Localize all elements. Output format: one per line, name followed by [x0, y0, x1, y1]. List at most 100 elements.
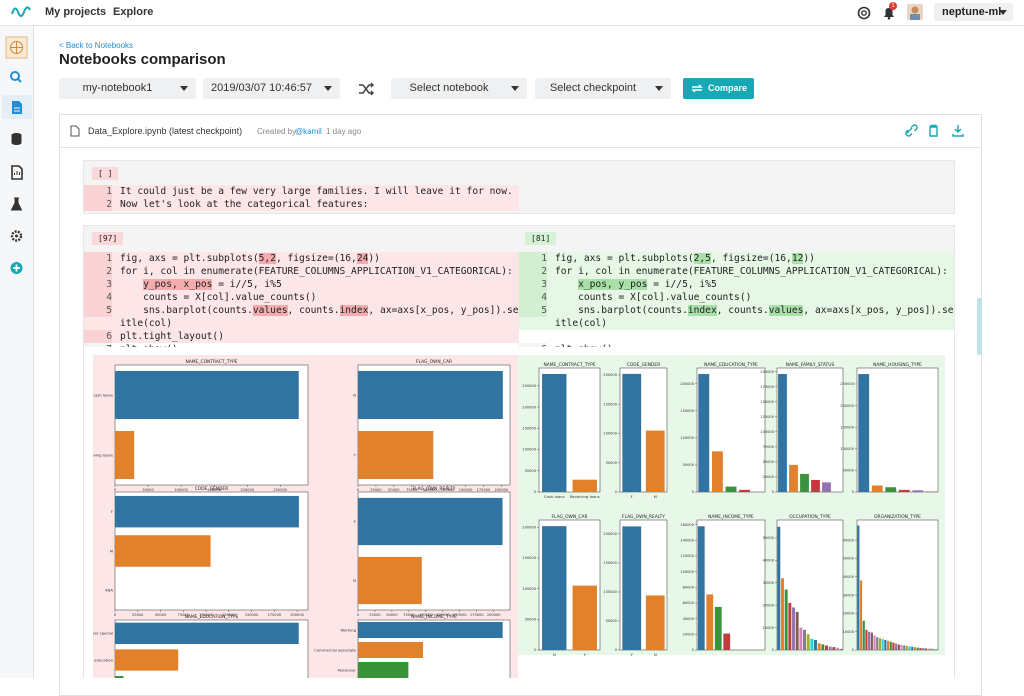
bar	[895, 644, 897, 650]
code-token: , ax=axs[x_pos, y_pos]).set_t	[368, 305, 519, 316]
bar	[799, 628, 802, 650]
user-menu[interactable]: neptune-ml	[934, 3, 1013, 21]
add-icon[interactable]	[11, 262, 23, 274]
author-link[interactable]: @kamil	[295, 127, 322, 136]
bar	[811, 480, 820, 492]
diff-token: 24	[357, 253, 369, 264]
bar	[726, 487, 737, 492]
caret	[324, 86, 332, 91]
bar	[865, 630, 867, 650]
code-line: 5 sns.barplot(counts.values, counts.inde…	[84, 304, 519, 317]
plot-title: NAME_EDUCATION_TYPE	[185, 614, 239, 620]
compare-button[interactable]: Compare	[683, 78, 754, 99]
bar	[911, 647, 913, 650]
code-text: itle(col)	[120, 317, 172, 330]
category-label: M	[110, 548, 113, 553]
created-by: Created by	[257, 127, 296, 136]
category-label: Working	[341, 627, 357, 632]
bar	[573, 480, 597, 492]
category-label: Cash loans	[544, 494, 565, 499]
tick-label: 50000	[388, 488, 400, 492]
bar	[863, 621, 865, 650]
tick-label: 200000	[680, 382, 694, 386]
bar	[836, 648, 839, 650]
category-label: M	[654, 494, 657, 499]
tick-label: 175000	[470, 613, 484, 617]
code-token	[555, 279, 578, 290]
category-label: N	[654, 652, 657, 657]
code-token: , figsize=(16,	[276, 253, 357, 264]
reports-icon[interactable]	[12, 166, 22, 179]
tick-label: 30000	[843, 593, 855, 597]
back-link[interactable]: < Back to Notebooks	[59, 41, 133, 50]
delete-icon[interactable]	[929, 126, 938, 137]
cell-label: [ ]	[92, 167, 118, 180]
settings-icon[interactable]	[12, 232, 21, 241]
cell-label: [97]	[92, 232, 123, 245]
bar	[914, 647, 916, 650]
checkpoint-select[interactable]: Select checkpoint	[535, 78, 671, 99]
plot-title: NAME_CONTRACT_TYPE	[185, 359, 237, 365]
tick-label: 100000	[760, 430, 774, 434]
tick-label: 50000	[525, 618, 537, 622]
bar	[115, 496, 299, 527]
code-line: 4 counts = X[col].value_counts()	[519, 291, 954, 304]
data-icon[interactable]	[12, 133, 22, 145]
bar	[358, 662, 408, 678]
plot-title: OCCUPATION_TYPE	[789, 514, 831, 520]
category-label: N	[553, 652, 556, 657]
link-icon[interactable]	[906, 125, 917, 136]
tick-label: 100000	[840, 447, 854, 451]
tick-label: 50000	[683, 463, 695, 467]
top-bar: My projects Explore 1 neptune-ml	[0, 0, 1024, 26]
nav-link[interactable]: Explore	[113, 6, 153, 18]
code-token: itle(col)	[120, 318, 172, 329]
experiments-icon[interactable]	[12, 198, 22, 210]
code-token: = i//5, i%5	[647, 279, 716, 290]
bar	[115, 535, 211, 566]
diff-token: x_pos, y_pos	[578, 279, 647, 290]
tick-label: 100000	[174, 488, 188, 492]
help-icon[interactable]	[857, 6, 871, 20]
diff-token: 5,2	[259, 253, 276, 264]
avatar[interactable]	[907, 4, 923, 20]
tick-label: 50000	[763, 536, 775, 540]
tick-label: 200000	[495, 488, 509, 492]
tick-label: 200000	[290, 613, 304, 617]
tick-label: 150000	[522, 556, 536, 560]
notebook-select[interactable]: Select notebook	[391, 78, 527, 99]
project-logo[interactable]	[6, 37, 27, 58]
bar	[115, 623, 299, 644]
code-token: , counts.	[288, 305, 340, 316]
category-label: Secondary / secondary special	[93, 631, 113, 636]
plot-title: NAME_INCOME_TYPE	[411, 614, 457, 620]
tick-label: 25000	[370, 488, 382, 492]
bar	[358, 557, 422, 604]
notebook-select[interactable]: my-notebook1	[59, 78, 196, 99]
swap-icon[interactable]	[358, 82, 374, 96]
bar	[906, 646, 908, 650]
logo[interactable]	[11, 4, 31, 20]
bar	[712, 451, 723, 492]
code-token: , ax=axs[x_pos, y_pos]).set_t	[803, 305, 954, 316]
checkpoint-select[interactable]: 2019/03/07 10:46:57	[203, 78, 340, 99]
bar	[876, 637, 878, 650]
bar	[723, 634, 730, 650]
bar	[822, 482, 831, 492]
bar	[814, 640, 817, 650]
tick-label: 50000	[763, 460, 775, 464]
search-icon[interactable]	[11, 72, 21, 82]
tick-label: 140000	[680, 539, 694, 543]
notebooks-icon[interactable]	[12, 101, 22, 114]
code-text: x_pos, y_pos = i//5, i%5	[555, 278, 717, 291]
bar	[796, 612, 799, 650]
code-line: 5 sns.barplot(counts.index, counts.value…	[519, 304, 954, 317]
code-text: y_pos, x_pos = i//5, i%5	[120, 278, 282, 291]
download-icon[interactable]	[953, 125, 963, 136]
nav-link[interactable]: My projects	[45, 6, 106, 18]
tick-label: 150000	[459, 488, 473, 492]
scrollbar[interactable]	[977, 298, 982, 355]
